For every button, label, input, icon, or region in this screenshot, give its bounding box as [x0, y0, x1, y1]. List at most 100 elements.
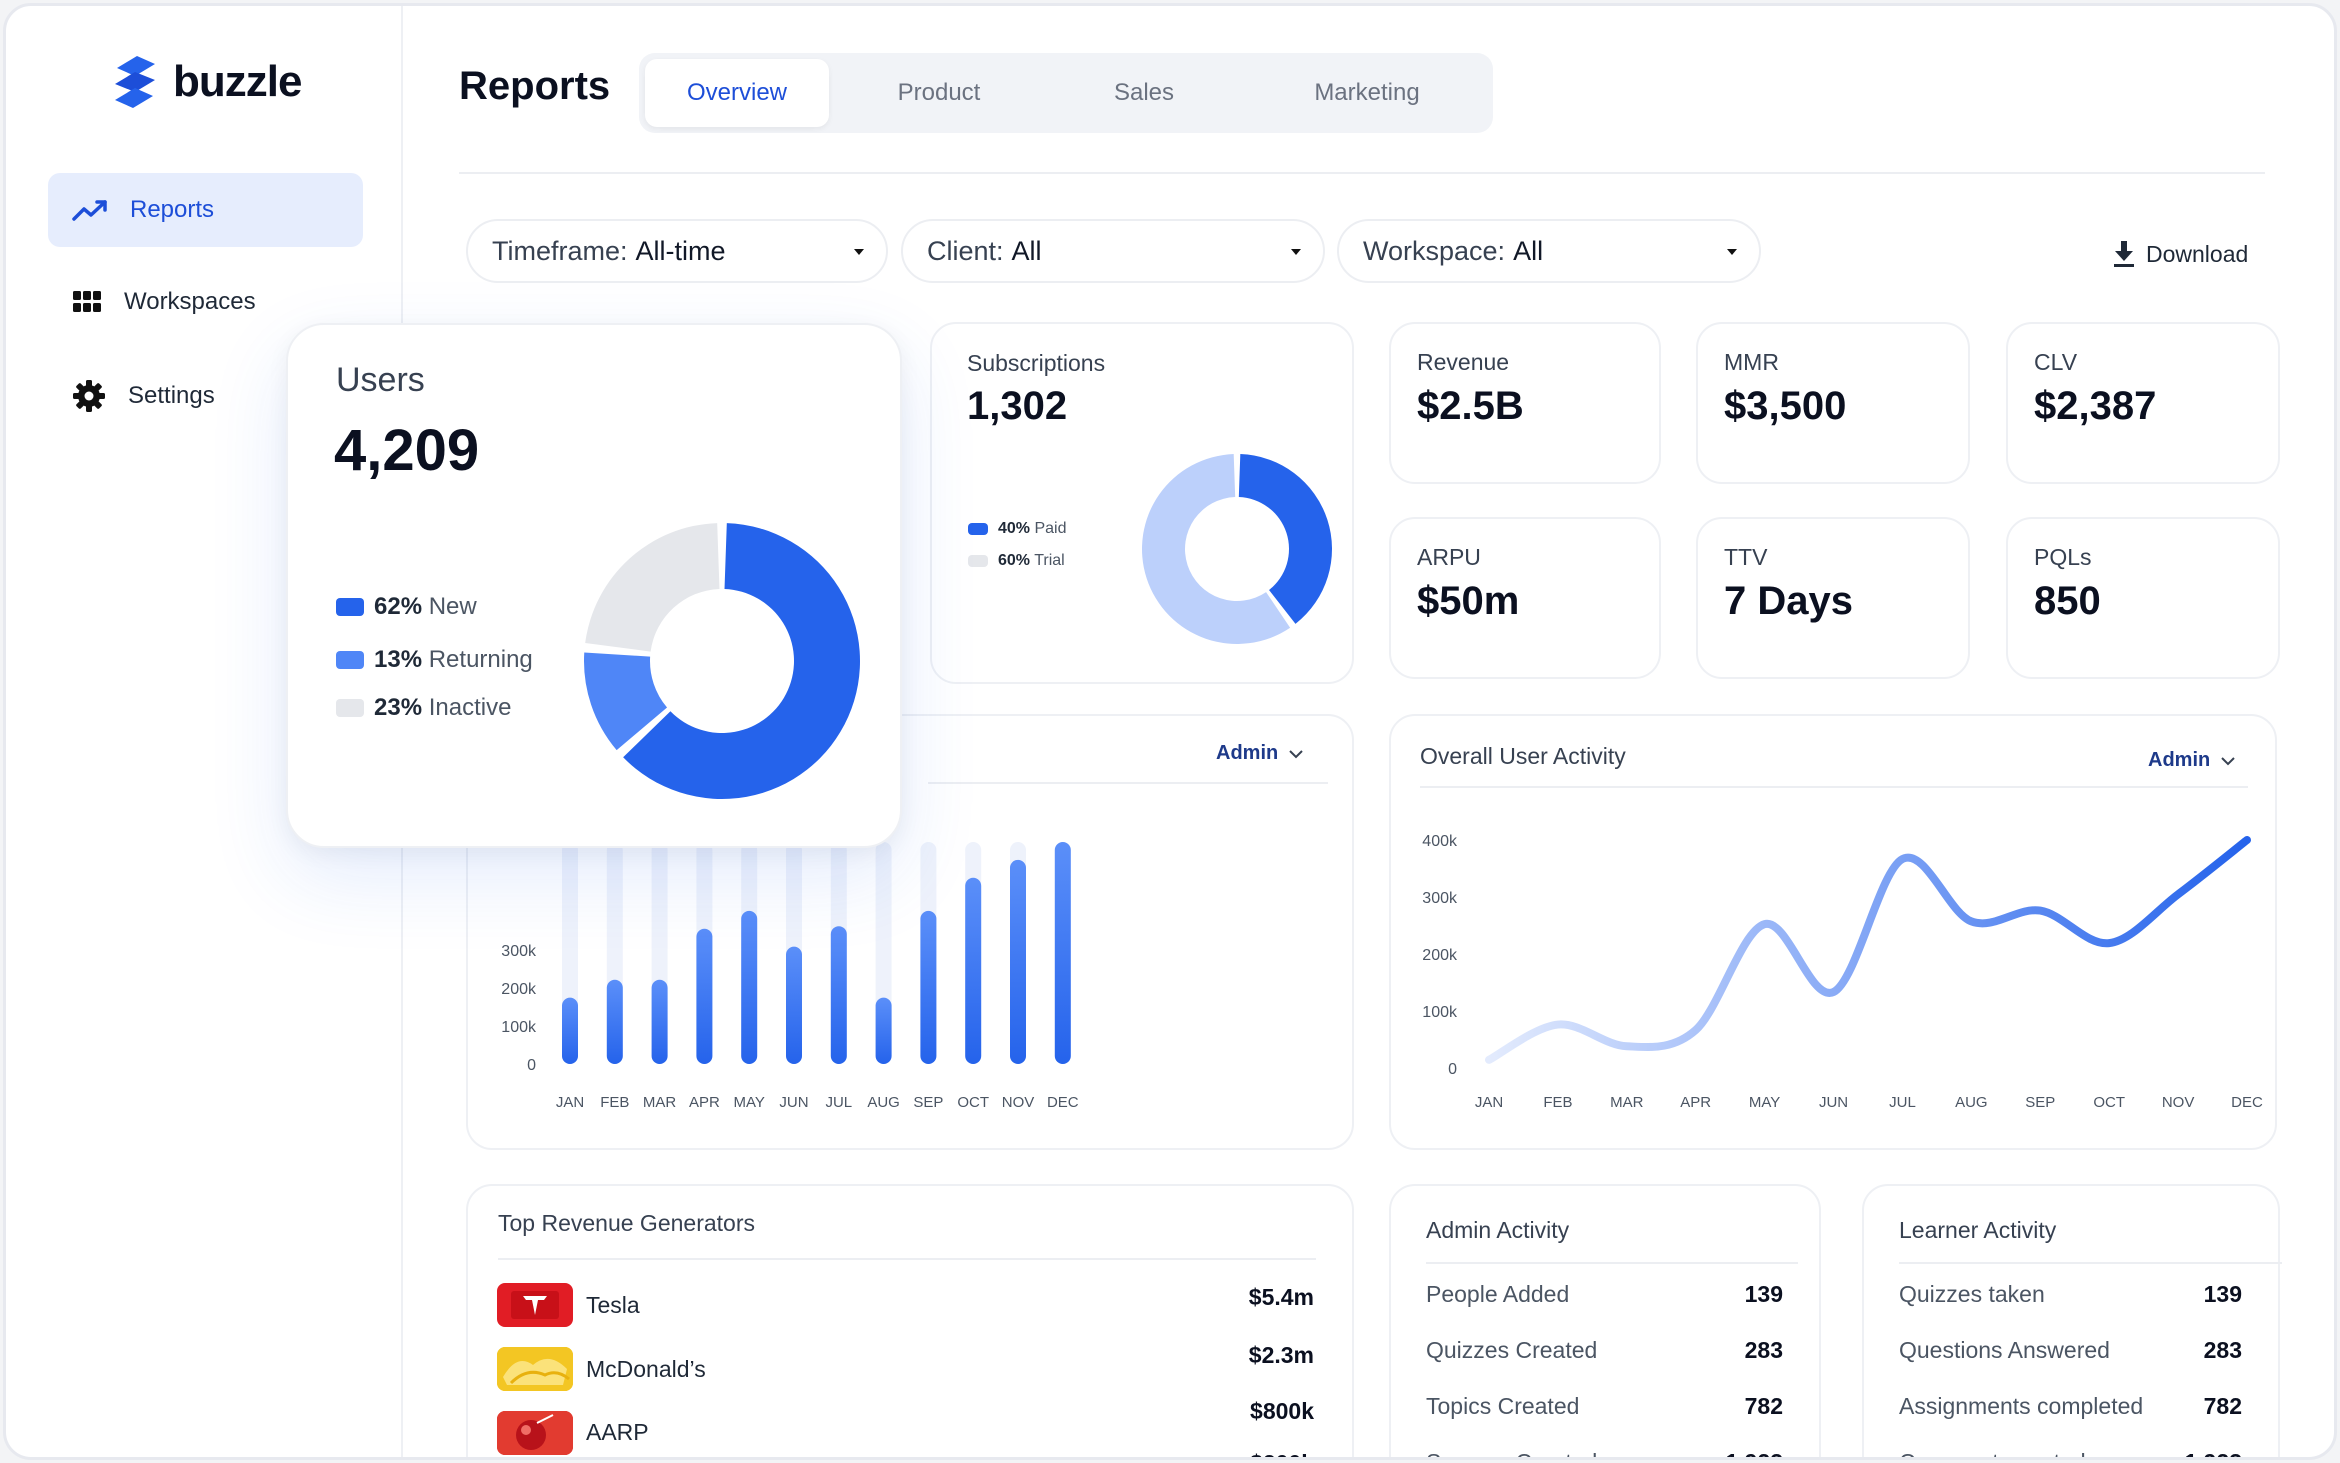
- mcdonalds-logo-icon: [497, 1347, 573, 1391]
- row-label: Quizzes Created: [1426, 1337, 1598, 1363]
- subscriptions-donut-chart: [1142, 454, 1332, 644]
- row-value: 139: [1744, 1281, 1783, 1307]
- stat-label: CLV: [2034, 349, 2078, 375]
- monthly-bar-chart: 0 100k 200k 300k JAN FEB MAR APR MAY JUN JUL AUG SEP…: [501, 842, 1079, 1111]
- filter-label: Timeframe:: [492, 235, 628, 266]
- filter-value: All-time: [635, 235, 726, 266]
- users-slice-inactive: [585, 523, 720, 652]
- bar-mar: [651, 979, 668, 1064]
- grid-icon: [73, 291, 101, 312]
- row-label: Assignments completed: [1899, 1393, 2144, 1419]
- bar-oct: [965, 877, 982, 1064]
- x-tick-label: DEC: [2231, 1094, 2263, 1111]
- timeframe-filter[interactable]: Timeframe: All-time: [466, 219, 888, 283]
- clv-card: CLV $2,387: [2006, 322, 2280, 484]
- stat-value: $3,500: [1724, 384, 1847, 428]
- buzzle-logo-icon: [115, 56, 155, 108]
- users-label: Users: [336, 361, 425, 399]
- users-slice-new: [623, 523, 860, 799]
- x-tick-label: OCT: [957, 1094, 989, 1111]
- mcdonalds-logo: [497, 1347, 573, 1391]
- x-tick-label: MAY: [733, 1094, 764, 1111]
- x-tick-label: SEP: [2025, 1094, 2055, 1111]
- x-tick-label: OCT: [2093, 1094, 2125, 1111]
- legend-swatch: [336, 598, 364, 616]
- client-filter[interactable]: Client: All: [901, 219, 1325, 283]
- revenue-row-name: AARP: [586, 1419, 649, 1445]
- subscriptions-slice-paid: [1238, 454, 1332, 624]
- panel-divider: [1899, 1262, 2282, 1264]
- caret-down-icon: [854, 249, 864, 255]
- bar-chart-role-dropdown[interactable]: Admin: [1216, 742, 1304, 765]
- tab-overview[interactable]: Overview: [645, 59, 829, 127]
- revenue-card: Revenue $2.5B: [1389, 322, 1661, 484]
- legend-name: Trial: [1034, 552, 1065, 569]
- sidebar-item-label: Workspaces: [124, 288, 256, 315]
- workspace-filter[interactable]: Workspace: All: [1337, 219, 1761, 283]
- bar-may: [741, 910, 758, 1064]
- users-donut-chart: [584, 523, 860, 799]
- bar-jun: [786, 946, 802, 1064]
- legend-pct: 23%: [374, 694, 423, 721]
- stat-label: PQLs: [2034, 544, 2092, 570]
- x-tick-label: SEP: [913, 1094, 943, 1111]
- tesla-logo: [497, 1283, 573, 1327]
- bar-feb: [606, 979, 623, 1064]
- legend-name: Inactive: [428, 694, 512, 721]
- bar-jul: [830, 926, 847, 1064]
- tab-sales[interactable]: Sales: [1113, 79, 1175, 106]
- aarp-logo-icon: [497, 1411, 573, 1455]
- users-card: Users 4,209 62% New 13% Returning 23% In…: [286, 323, 902, 848]
- stat-value: 850: [2034, 579, 2101, 623]
- sidebar-item-workspaces[interactable]: Workspaces: [48, 265, 363, 339]
- subscriptions-label: Subscriptions: [967, 350, 1106, 376]
- stat-value: $2.5B: [1417, 384, 1524, 428]
- revenue-row-value: $800k: [1250, 1398, 1314, 1424]
- sidebar-item-settings[interactable]: Settings: [48, 359, 363, 433]
- aarp-logo: [497, 1411, 573, 1455]
- sidebar-item-reports[interactable]: Reports: [48, 173, 363, 247]
- row-label: Questions Answered: [1899, 1337, 2110, 1363]
- users-slice-returning: [584, 652, 668, 751]
- x-tick-label: AUG: [867, 1094, 900, 1111]
- stat-value: $50m: [1417, 579, 1520, 623]
- chevron-down-icon: [2221, 756, 2235, 765]
- legend-swatch: [336, 699, 364, 717]
- user-activity-line-chart: 0 100k 200k 300k 400k JAN FEB MAR APR MAY JUN JUL AU…: [1422, 833, 2263, 1111]
- activity-series-line: [1485, 836, 2251, 1064]
- subscriptions-card: Subscriptions 1,302 40% Paid 60% Trial: [930, 322, 1354, 684]
- bar-dec: [1054, 842, 1071, 1064]
- x-tick-label: AUG: [1955, 1094, 1988, 1111]
- caret-down-icon: [1727, 249, 1737, 255]
- tab-product[interactable]: Product: [897, 79, 981, 106]
- row-value: 1,923: [1725, 1449, 1783, 1457]
- legend-inactive: 23% Inactive: [336, 694, 511, 722]
- ttv-card: TTV 7 Days: [1696, 517, 1970, 679]
- filter-value: All: [1011, 235, 1042, 266]
- x-tick-label: MAR: [1610, 1094, 1644, 1111]
- x-tick-label: JAN: [1475, 1094, 1503, 1111]
- tab-marketing[interactable]: Marketing: [1314, 79, 1420, 106]
- sidebar-item-label: Reports: [130, 196, 215, 223]
- legend-returning: 13% Returning: [336, 646, 533, 674]
- y-tick-label: 0: [1448, 1061, 1457, 1078]
- y-tick-label: 400k: [1422, 833, 1458, 850]
- gear-icon: [73, 380, 105, 412]
- dropdown-value: Admin: [1216, 742, 1279, 764]
- row-value: 782: [1744, 1393, 1783, 1419]
- panel-title: Admin Activity: [1426, 1217, 1570, 1243]
- filter-value: All: [1513, 235, 1544, 266]
- user-activity-panel: Overall User Activity Admin 0 100k 200k 300…: [1389, 714, 2277, 1150]
- x-tick-label: NOV: [2162, 1094, 2195, 1111]
- revenue-row-value: $5.4m: [1248, 1284, 1314, 1310]
- row-label: Quizzes taken: [1899, 1281, 2045, 1307]
- download-button[interactable]: Download: [2112, 240, 2248, 268]
- activity-role-dropdown[interactable]: Admin: [2148, 749, 2236, 772]
- legend-swatch: [968, 555, 988, 567]
- logo[interactable]: buzzle: [111, 54, 302, 110]
- legend-swatch: [336, 651, 364, 669]
- pqls-card: PQLs 850: [2006, 517, 2280, 679]
- download-icon: [2114, 241, 2134, 267]
- stat-label: MMR: [1724, 349, 1779, 375]
- stat-label: ARPU: [1417, 544, 1481, 570]
